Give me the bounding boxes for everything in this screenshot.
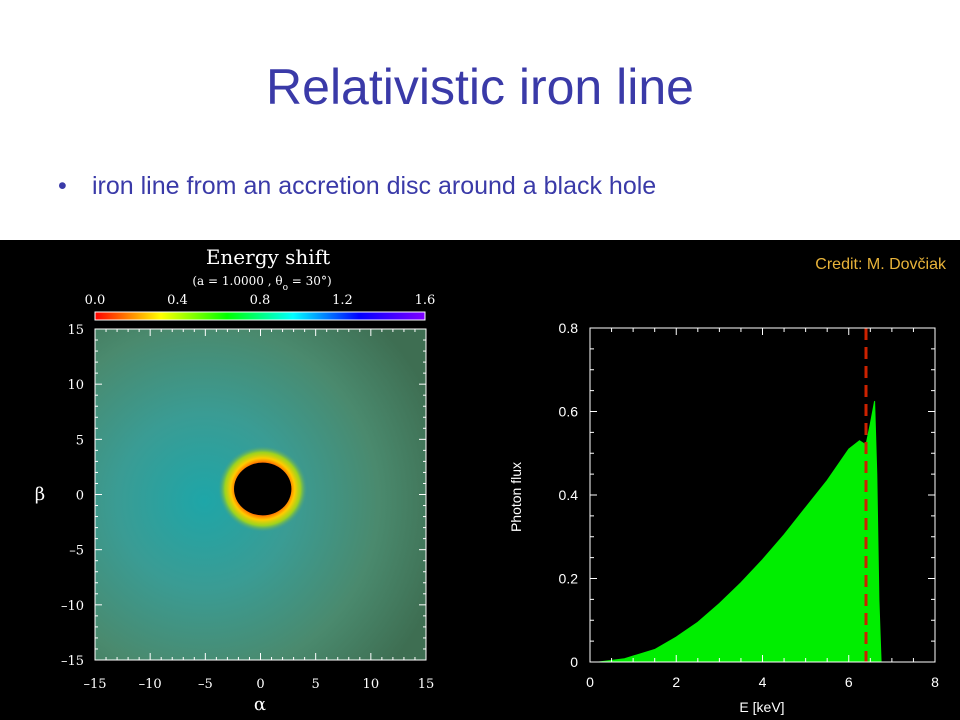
flux-area	[598, 401, 882, 663]
flux-ytick-label: 0.4	[559, 487, 579, 503]
bullet-text: iron line from an accretion disc around …	[92, 172, 657, 200]
flux-ylabel: Photon flux	[508, 462, 524, 532]
heatmap-xtick-label: –10	[139, 677, 162, 692]
flux-ytick-label: 0.6	[559, 404, 579, 420]
credit-text: Credit: M. Dovčiak	[815, 256, 946, 273]
heatmap-xtick-label: 15	[418, 677, 435, 692]
colorbar-tick-label: 0.4	[167, 293, 188, 308]
flux-xlabel: E [keV]	[739, 699, 784, 715]
flux-xtick-label: 4	[759, 674, 767, 690]
flux-ytick-label: 0	[570, 654, 578, 670]
black-hole	[234, 462, 292, 516]
colorbar-tick-label: 0.8	[250, 293, 271, 308]
bullet-item: • iron line from an accretion disc around…	[58, 172, 656, 201]
slide-title: Relativistic iron line	[266, 59, 694, 115]
flux-xtick-label: 2	[672, 674, 680, 690]
flux-xtick-label: 6	[845, 674, 853, 690]
heatmap-ytick-label: –5	[69, 544, 84, 559]
heatmap-ytick-label: –15	[61, 654, 84, 669]
heatmap-ytick-label: 0	[76, 489, 84, 504]
heatmap-ytick-label: 5	[76, 433, 84, 448]
heatmap-xlabel: α	[254, 694, 266, 715]
heatmap-xtick-label: –5	[198, 677, 213, 692]
heatmap-xtick-label: 5	[312, 677, 320, 692]
heatmap-xtick-label: 10	[363, 677, 380, 692]
colorbar	[94, 311, 426, 321]
heatmap-subtitle-sub: o	[283, 283, 288, 293]
heatmap-ytick-label: 15	[67, 323, 84, 338]
heatmap-title: Energy shift	[206, 245, 330, 269]
flux-xtick-label: 8	[931, 674, 939, 690]
heatmap-ylabel: β	[35, 484, 45, 505]
heatmap-ytick-label: 10	[67, 378, 84, 393]
colorbar-tick-label: 1.2	[332, 293, 353, 308]
heatmap-subtitle-end: = 30°)	[288, 274, 332, 288]
heatmap-xtick-label: –15	[83, 677, 106, 692]
heatmap-ytick-label: –10	[61, 599, 84, 614]
flux-xtick-label: 0	[586, 674, 594, 690]
colorbar-tick-label: 0.0	[85, 293, 106, 308]
colorbar-tick-label: 1.6	[415, 293, 436, 308]
heatmap-subtitle-part: (a = 1.0000 , θ	[192, 274, 282, 288]
heatmap-xtick-label: 0	[256, 677, 264, 692]
flux-ytick-label: 0.2	[559, 571, 579, 587]
flux-ytick-label: 0.8	[559, 320, 579, 336]
bullet-dot: •	[58, 172, 67, 200]
heatmap-subtitle: (a = 1.0000 , θo = 30°)	[192, 274, 331, 293]
